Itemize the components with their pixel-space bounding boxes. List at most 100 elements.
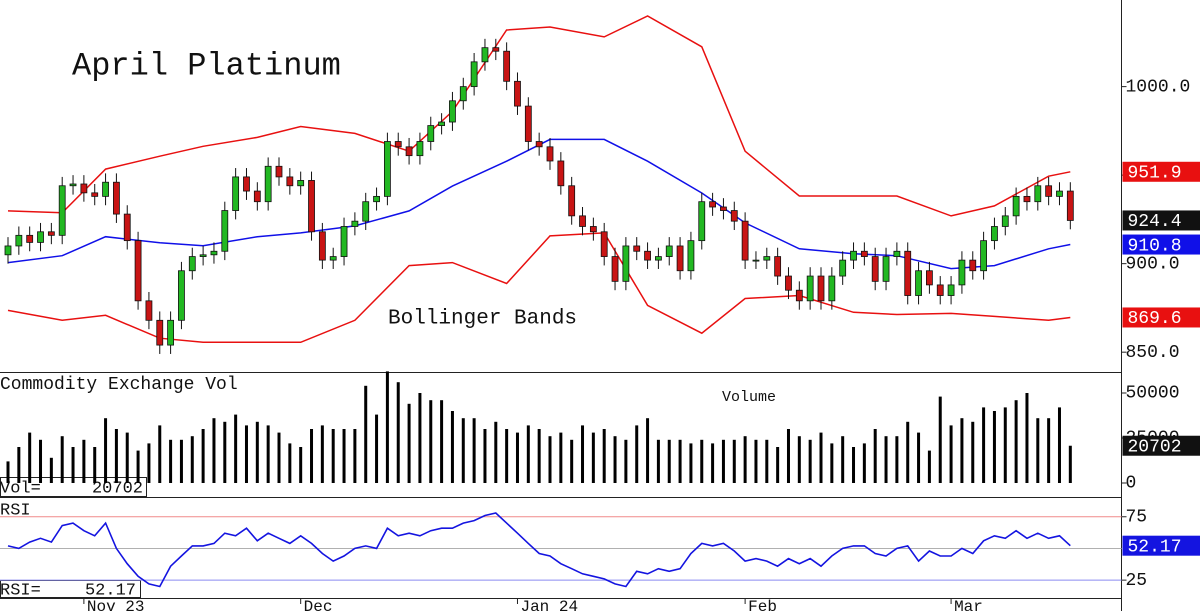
last-value-tag <box>1122 210 1200 231</box>
candle-body <box>297 180 305 187</box>
volume-bar <box>342 428 346 483</box>
volume-bar <box>917 432 921 483</box>
candle-body <box>698 201 706 242</box>
volume-bar <box>179 439 183 483</box>
marks-layer <box>0 15 1122 588</box>
volume-bar <box>494 421 498 483</box>
candle-body <box>665 245 673 257</box>
x-tick-label: Nov 23 <box>87 598 145 611</box>
candle-body <box>774 256 782 277</box>
volume-bar <box>765 439 769 483</box>
volume-bar <box>819 432 823 483</box>
candle-body <box>264 165 272 203</box>
candle-body <box>58 185 66 236</box>
volume-bar <box>559 432 563 483</box>
volume-bar <box>353 428 357 483</box>
y-tick-label: 1000.0 <box>1126 77 1191 97</box>
volume-bar <box>949 425 953 483</box>
candle-body <box>589 226 597 233</box>
candle-body <box>568 185 576 217</box>
volume-bar <box>537 428 541 483</box>
candle-body <box>199 254 207 257</box>
volume-bar <box>656 439 660 483</box>
candle-body <box>1045 185 1053 197</box>
y-tick-label: 75 <box>1126 508 1148 528</box>
candle-body <box>644 250 651 261</box>
candle-body <box>600 231 608 257</box>
volume-bar <box>125 432 129 483</box>
candle-body <box>730 210 738 222</box>
candle-body <box>1023 195 1031 203</box>
x-tick-label: Dec <box>304 598 333 611</box>
volume-bar <box>570 439 574 483</box>
volume-bar <box>147 443 151 483</box>
volume-bar <box>635 425 639 483</box>
candle-body <box>926 270 933 286</box>
volume-bar <box>992 410 996 483</box>
candle-body <box>102 181 109 197</box>
candle-body <box>893 250 901 257</box>
rsi-line <box>7 512 1071 588</box>
candle-body <box>882 256 890 282</box>
candle-body <box>958 259 966 286</box>
volume-bar <box>28 432 32 483</box>
volume-bar <box>310 428 314 483</box>
volume-bar <box>505 428 509 483</box>
y-tick-label: 900.0 <box>1126 254 1180 274</box>
volume-bar <box>320 425 324 483</box>
candle-body <box>340 226 348 257</box>
volume-bar <box>396 382 400 483</box>
volume-bar <box>1047 418 1051 483</box>
candle-body <box>839 259 847 277</box>
volume-bar <box>591 432 595 483</box>
candle-body <box>579 215 586 227</box>
value-caption: Vol= <box>0 479 41 498</box>
volume-bar <box>971 421 975 483</box>
candle-body <box>785 275 792 291</box>
bollinger-band <box>7 232 1071 344</box>
y-tick-label: 25 <box>1126 571 1148 591</box>
volume-bar <box>927 450 931 483</box>
volume-bar <box>602 428 606 483</box>
volume-bar <box>114 428 118 483</box>
last-value-tag <box>1122 307 1200 328</box>
candle-body <box>817 275 825 302</box>
volume-bar <box>938 396 942 483</box>
candle-body <box>232 176 240 211</box>
panel-subtitle: Volume <box>722 389 776 406</box>
candle-body <box>481 47 489 63</box>
volume-bar <box>385 371 389 483</box>
candle-body <box>113 181 120 215</box>
candle-body <box>546 146 554 162</box>
volume-bar <box>407 403 411 483</box>
volume-bar <box>960 418 964 483</box>
volume-bar <box>797 436 801 483</box>
candle-body <box>828 275 836 302</box>
volume-bar <box>841 436 845 483</box>
candle-body <box>1056 190 1063 197</box>
volume-bar <box>244 425 248 483</box>
volume-bar <box>721 439 725 483</box>
x-tick-label: Mar <box>954 598 983 611</box>
volume-bar <box>895 436 899 483</box>
volume-bar <box>6 461 10 483</box>
candle-body <box>915 270 922 296</box>
volume-bar <box>700 439 704 483</box>
annotation: Bollinger Bands <box>388 308 577 331</box>
candle-body <box>492 47 500 52</box>
candle-body <box>427 125 435 142</box>
volume-bar <box>169 439 173 483</box>
candle-body <box>524 105 532 142</box>
candle-body <box>687 240 695 272</box>
candle-body <box>752 259 760 262</box>
candle-body <box>373 195 380 203</box>
last-value-tag-label: 910.8 <box>1128 236 1182 256</box>
candle-body <box>850 250 857 261</box>
volume-bar <box>862 443 866 483</box>
candle-body <box>904 250 912 296</box>
candle-body <box>4 245 12 256</box>
volume-bar <box>201 428 205 483</box>
